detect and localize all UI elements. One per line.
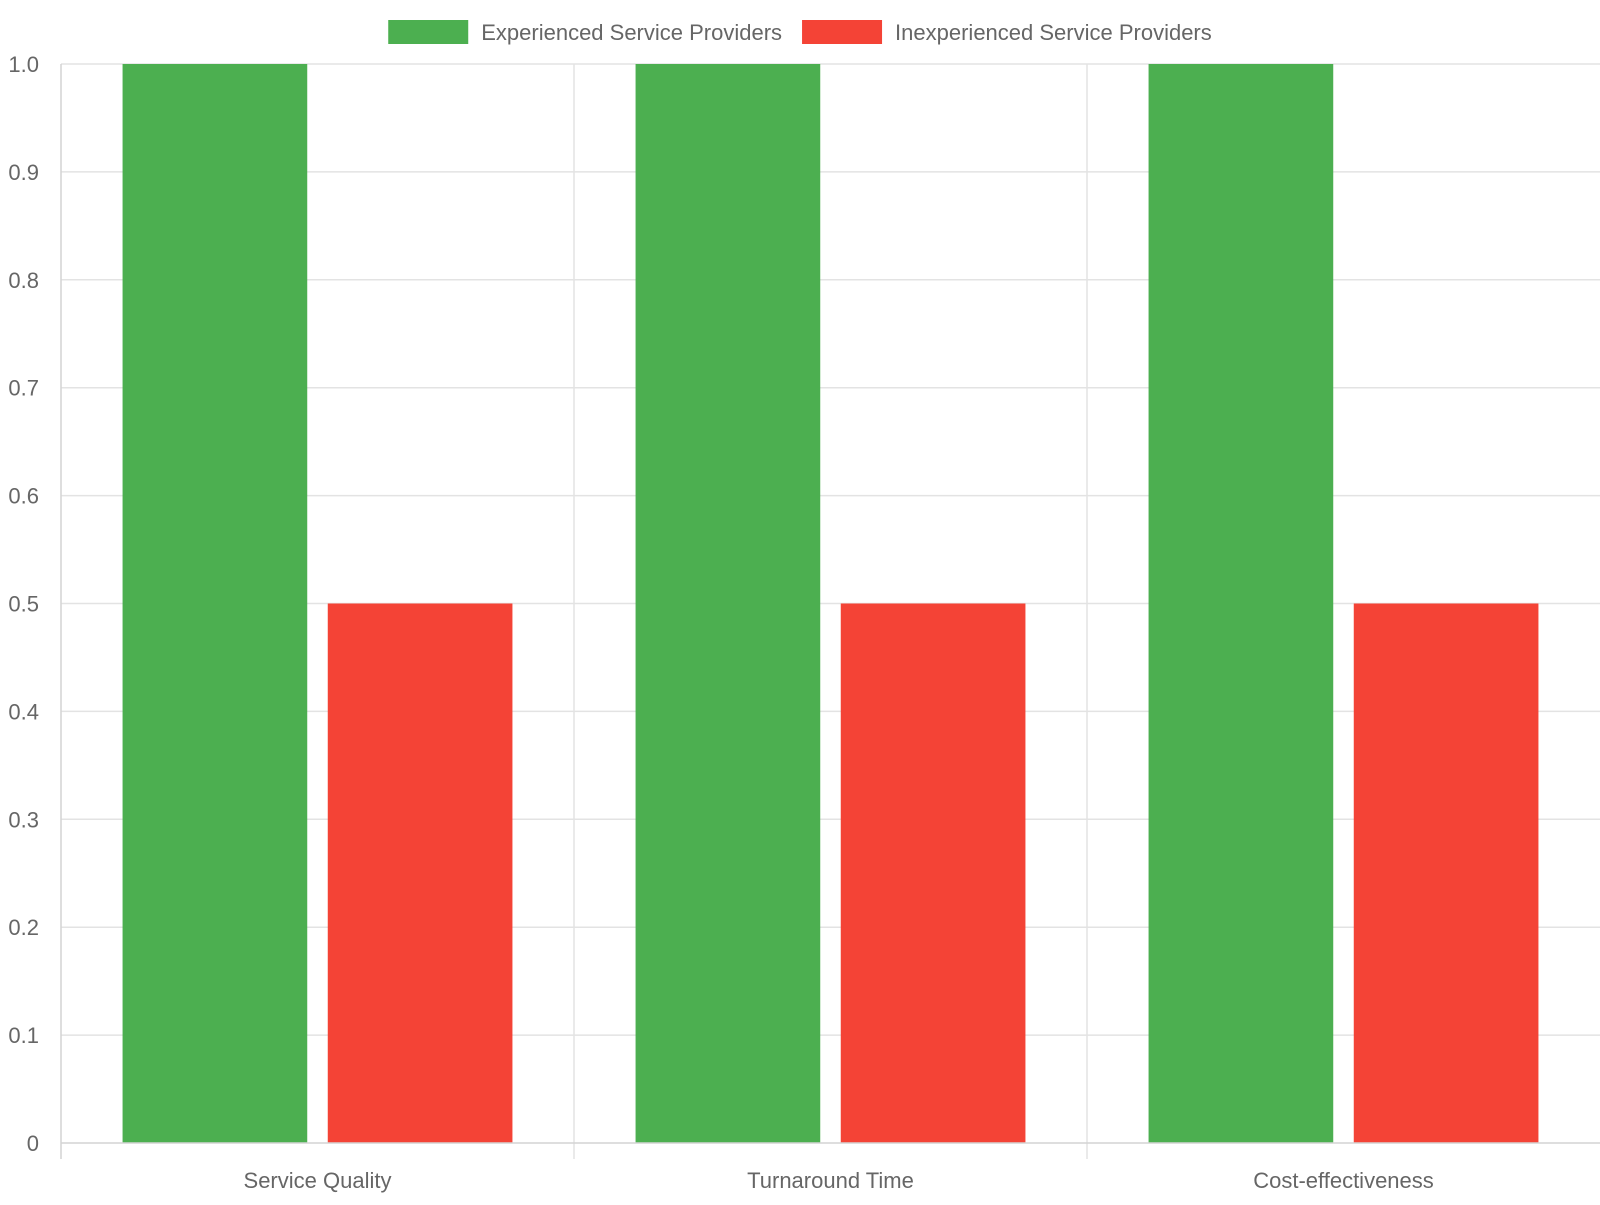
- y-tick-label: 0.4: [8, 699, 39, 724]
- bars: [122, 64, 1539, 1143]
- legend-label: Inexperienced Service Providers: [895, 20, 1212, 45]
- grid-lines: [61, 63, 1600, 1159]
- y-tick-label: 0.9: [8, 160, 39, 185]
- y-tick-label: 0.2: [8, 915, 39, 940]
- bar-experienced: [122, 64, 308, 1143]
- legend-swatch: [802, 20, 883, 44]
- y-tick-label: 0.1: [8, 1023, 39, 1048]
- legend-label: Experienced Service Providers: [481, 20, 782, 45]
- y-tick-label: 0.8: [8, 268, 39, 293]
- legend: Experienced Service Providers Inexperienc…: [388, 20, 1212, 45]
- x-tick-label: Turnaround Time: [747, 1168, 914, 1193]
- axes: [60, 64, 1600, 1159]
- y-tick-label: 0.5: [8, 592, 39, 617]
- y-tick-label: 1.0: [8, 52, 39, 77]
- bar-experienced: [1148, 64, 1334, 1143]
- y-tick-label: 0.6: [8, 484, 39, 509]
- bar-inexperienced: [1353, 603, 1539, 1143]
- y-tick-label: 0.3: [8, 807, 39, 832]
- y-axis-ticks: 0 0.1 0.2 0.3 0.4 0.5 0.6 0.7 0.8 0.9 1.0: [8, 52, 39, 1156]
- bar-experienced: [635, 64, 821, 1143]
- legend-swatch: [388, 20, 469, 44]
- x-tick-label: Cost-effectiveness: [1253, 1168, 1434, 1193]
- y-tick-label: 0: [27, 1131, 39, 1156]
- x-axis-ticks: Service Quality Turnaround Time Cost-effec…: [244, 1168, 1434, 1193]
- y-tick-label: 0.7: [8, 376, 39, 401]
- bar-inexperienced: [840, 603, 1026, 1143]
- x-tick-label: Service Quality: [244, 1168, 392, 1193]
- bar-inexperienced: [327, 603, 513, 1143]
